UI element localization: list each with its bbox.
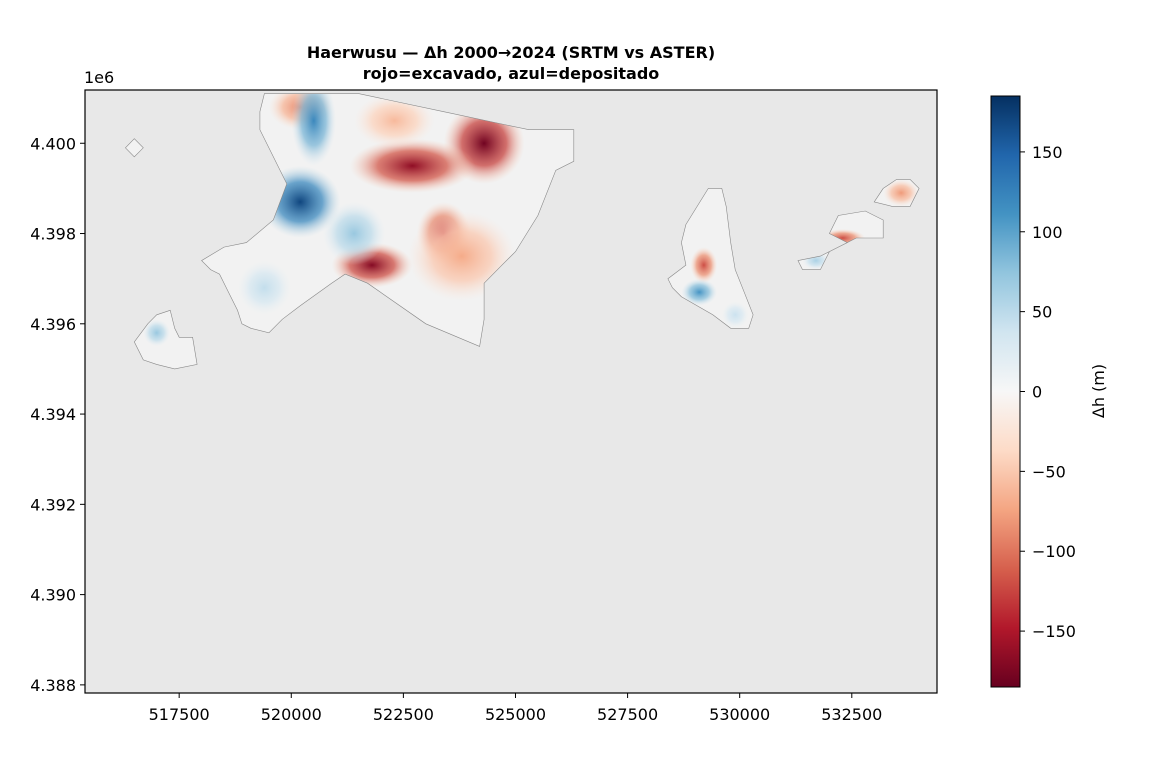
colorbar-tick-label: −50 bbox=[1032, 462, 1066, 481]
region-outline bbox=[797, 210, 884, 270]
plot-area bbox=[84, 89, 938, 694]
chart-subtitle: rojo=excavado, azul=depositado bbox=[363, 64, 660, 83]
region-east-island-2 bbox=[874, 179, 920, 207]
x-axis: 517500 520000 522500 525000 527500 530000 5325… bbox=[149, 693, 882, 724]
x-tick-label: 520000 bbox=[261, 705, 322, 724]
region-outline bbox=[201, 93, 575, 347]
y-offset-label: 1e6 bbox=[84, 68, 114, 87]
colorbar-tick-label: 150 bbox=[1032, 143, 1063, 162]
heat-hotspot bbox=[349, 138, 476, 193]
colorbar-tick-label: 100 bbox=[1032, 223, 1063, 242]
y-tick-label: 4.394 bbox=[30, 405, 76, 424]
colorbar-label: Δh (m) bbox=[1089, 364, 1108, 418]
colorbar-tick-label: −100 bbox=[1032, 542, 1076, 561]
region-west-island bbox=[134, 310, 198, 369]
colorbar: 150 100 50 0 −50 −100 −150 Δh (m) bbox=[990, 95, 1108, 688]
y-tick-label: 4.398 bbox=[30, 225, 76, 244]
colorbar-tick-label: 0 bbox=[1032, 383, 1042, 402]
y-tick-label: 4.388 bbox=[30, 676, 76, 695]
region-mid-east bbox=[667, 188, 754, 329]
chart-title: Haerwusu — Δh 2000→2024 (SRTM vs ASTER) bbox=[307, 43, 715, 62]
region-outline bbox=[124, 138, 144, 158]
x-tick-label: 527500 bbox=[597, 705, 658, 724]
plot-frame bbox=[84, 89, 938, 694]
region-fill bbox=[798, 211, 884, 270]
heat-hotspot bbox=[143, 319, 171, 347]
heat-hotspot bbox=[883, 179, 919, 207]
heat-hotspot bbox=[690, 247, 718, 284]
y-tick-label: 4.396 bbox=[30, 315, 76, 334]
x-tick-label: 525000 bbox=[485, 705, 546, 724]
y-tick-label: 4.392 bbox=[30, 495, 76, 514]
heat-hotspot bbox=[237, 260, 292, 315]
heatmap-layer bbox=[124, 93, 920, 370]
region-outline bbox=[873, 179, 920, 207]
heat-hotspot bbox=[354, 93, 435, 148]
x-tick-label: 517500 bbox=[149, 705, 210, 724]
colorbar-tick-label: −150 bbox=[1032, 622, 1076, 641]
x-tick-label: 532500 bbox=[821, 705, 882, 724]
x-tick-label: 522500 bbox=[373, 705, 434, 724]
region-outline bbox=[667, 188, 754, 329]
y-tick-label: 4.400 bbox=[30, 134, 76, 153]
colorbar-tick-label: 50 bbox=[1032, 303, 1052, 322]
region-main-pit bbox=[201, 93, 574, 347]
x-tick-label: 530000 bbox=[709, 705, 770, 724]
heat-hotspot bbox=[291, 93, 337, 166]
y-axis: 4.388 4.390 4.392 4.394 4.396 4.398 4.400 bbox=[30, 134, 85, 695]
y-tick-label: 4.390 bbox=[30, 586, 76, 605]
heat-hotspot bbox=[721, 301, 749, 329]
heat-hotspot bbox=[322, 201, 386, 266]
region-outline bbox=[133, 309, 198, 370]
colorbar-gradient bbox=[990, 95, 1021, 688]
colorbar-ticks: 150 100 50 0 −50 −100 −150 bbox=[1020, 143, 1076, 641]
heat-hotspot bbox=[681, 278, 718, 306]
